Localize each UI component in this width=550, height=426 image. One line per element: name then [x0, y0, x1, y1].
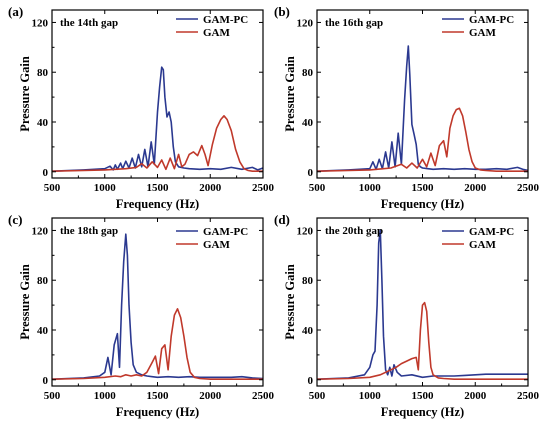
panel-label: (d): [274, 212, 290, 227]
x-tick-label: 2500: [252, 390, 275, 402]
y-tick-label: 0: [43, 167, 49, 179]
legend-label: GAM-PC: [203, 226, 248, 238]
x-axis-label: Frequency (Hz): [381, 197, 464, 211]
gap-annotation: the 16th gap: [325, 17, 383, 29]
x-tick-label: 500: [44, 182, 61, 194]
x-tick-label: 1500: [412, 182, 435, 194]
x-tick-label: 1000: [359, 182, 382, 194]
series-line: [52, 308, 263, 380]
y-axis-label: Pressure Gain: [18, 56, 32, 132]
y-tick-label: 120: [32, 225, 49, 237]
y-tick-label: 40: [302, 325, 314, 337]
panel-label: (a): [8, 4, 23, 19]
series-line: [317, 301, 528, 380]
x-tick-label: 2500: [252, 182, 275, 194]
x-tick-label: 1500: [147, 390, 170, 402]
x-tick-label: 1000: [359, 390, 382, 402]
series-line: [317, 45, 528, 172]
x-tick-label: 500: [309, 182, 326, 194]
x-tick-label: 1000: [94, 182, 117, 194]
y-tick-label: 0: [308, 167, 314, 179]
y-tick-label: 80: [37, 275, 49, 287]
series-line: [317, 229, 528, 380]
legend-label: GAM-PC: [469, 14, 514, 26]
x-tick-label: 2000: [199, 390, 222, 402]
plot-frame: [316, 217, 529, 387]
panel-label: (b): [274, 4, 290, 19]
y-axis-label: Pressure Gain: [283, 264, 297, 340]
plot-frame: [51, 9, 264, 179]
x-tick-label: 500: [309, 390, 326, 402]
y-tick-label: 0: [308, 375, 314, 387]
chart-panel: 500 1000 1500 2000 2500 0 40 80 120 Frequency (Hz…: [274, 212, 540, 419]
y-tick-label: 40: [302, 117, 314, 129]
x-tick-label: 1500: [147, 182, 170, 194]
y-tick-label: 0: [43, 375, 49, 387]
x-tick-label: 2500: [517, 390, 540, 402]
plot-frame: [51, 217, 264, 387]
gap-annotation: the 20th gap: [325, 225, 383, 237]
y-tick-label: 120: [32, 17, 49, 29]
y-tick-label: 40: [37, 325, 49, 337]
series-line: [52, 233, 263, 380]
chart-panel: 500 1000 1500 2000 2500 0 40 80 120 Frequency (Hz…: [274, 4, 540, 211]
x-tick-label: 2000: [199, 182, 222, 194]
legend-label: GAM-PC: [469, 226, 514, 238]
y-tick-label: 80: [302, 275, 314, 287]
x-tick-label: 500: [44, 390, 61, 402]
legend-label: GAM: [469, 239, 497, 251]
x-tick-label: 1500: [412, 390, 435, 402]
y-tick-label: 40: [37, 117, 49, 129]
chart-panel: 500 1000 1500 2000 2500 0 40 80 120 Frequency (Hz…: [8, 212, 275, 419]
x-axis-label: Frequency (Hz): [116, 405, 199, 419]
x-tick-label: 2000: [464, 182, 487, 194]
x-axis-label: Frequency (Hz): [381, 405, 464, 419]
legend-label: GAM-PC: [203, 14, 248, 26]
x-tick-label: 2500: [517, 182, 540, 194]
y-axis-label: Pressure Gain: [18, 264, 32, 340]
gap-annotation: the 18th gap: [60, 225, 118, 237]
x-axis-label: Frequency (Hz): [116, 197, 199, 211]
legend-label: GAM: [203, 27, 231, 39]
y-tick-label: 80: [37, 67, 49, 79]
y-axis-label: Pressure Gain: [283, 56, 297, 132]
legend-label: GAM: [469, 27, 497, 39]
gap-annotation: the 14th gap: [60, 17, 118, 29]
y-tick-label: 80: [302, 67, 314, 79]
plot-frame: [316, 9, 529, 179]
y-tick-label: 120: [297, 17, 314, 29]
chart-panel: 500 1000 1500 2000 2500 0 40 80 120 Frequency (Hz…: [8, 4, 275, 211]
x-tick-label: 2000: [464, 390, 487, 402]
x-tick-label: 1000: [94, 390, 117, 402]
y-tick-label: 120: [297, 225, 314, 237]
series-line: [52, 115, 263, 172]
series-line: [317, 107, 528, 172]
panel-label: (c): [8, 212, 22, 227]
legend-label: GAM: [203, 239, 231, 251]
series-line: [52, 66, 263, 172]
